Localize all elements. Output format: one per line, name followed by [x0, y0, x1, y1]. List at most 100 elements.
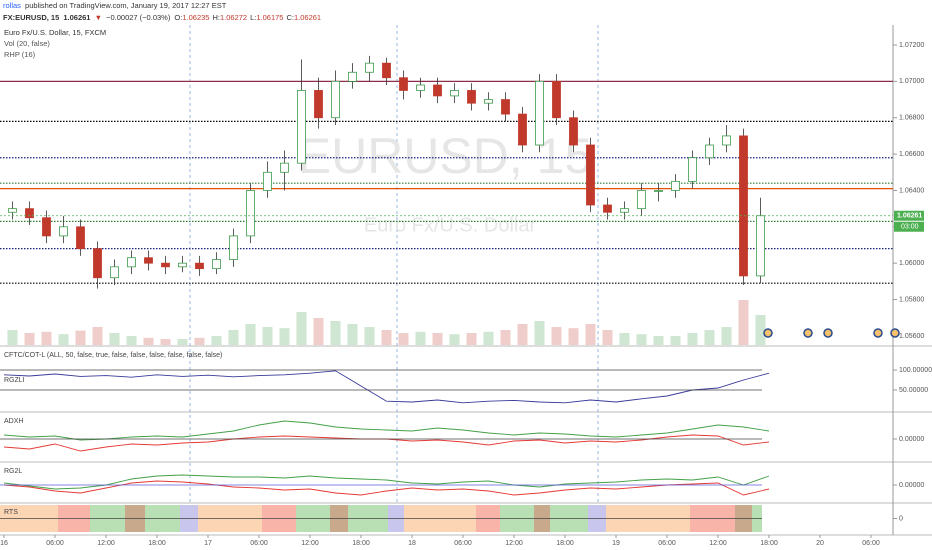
x-tick-label: 12:00 [505, 540, 523, 547]
candle-body [501, 99, 510, 115]
volume-bar [194, 337, 205, 345]
candle-body [280, 162, 289, 173]
volume-bar [7, 330, 18, 345]
panel-title: CFTC/COT-L (ALL, 50, false, true, false,… [4, 352, 222, 359]
volume-bar [228, 330, 239, 345]
volume-bar [500, 330, 511, 345]
candle-body [756, 215, 765, 277]
ohlc: O:1.06235 H:1.06272 L:1.06175 C:1.06261 [174, 13, 324, 22]
last-price-label: 1.06261 [897, 213, 922, 220]
x-tick-label: 12:00 [301, 540, 319, 547]
volume-bar [109, 333, 120, 345]
volume-bar [755, 315, 766, 345]
candle-body [127, 257, 136, 268]
volume-bar [585, 324, 596, 345]
indicator-line [3, 434, 770, 452]
volume-bar [313, 318, 324, 345]
chart-title: Euro Fx/U.S. Dollar, 15, FXCM [4, 28, 106, 37]
volume-bar [177, 339, 188, 345]
event-icon [763, 328, 773, 338]
panel-title: RTS [4, 509, 18, 516]
indicator-line [3, 420, 770, 441]
volume-bar [636, 334, 647, 345]
volume-bar [381, 330, 392, 345]
volume-bar [279, 328, 290, 345]
candle-body [552, 80, 561, 119]
y-tick-label: 100.00000 [899, 367, 932, 374]
x-tick-label: 18:00 [148, 540, 166, 547]
x-tick-label: 12:00 [97, 540, 115, 547]
y-tick-label: 1.05600 [899, 333, 924, 340]
candle-body [654, 190, 663, 192]
volume-bar [160, 339, 171, 345]
x-tick-label: 06:00 [454, 540, 472, 547]
y-tick-label: 1.06600 [899, 151, 924, 158]
event-icon [890, 328, 900, 338]
candle-body [603, 204, 612, 213]
volume-bar [653, 336, 664, 345]
candle-body [450, 90, 459, 97]
volume-bar [58, 334, 69, 345]
volume-bar [738, 300, 749, 345]
panel-title: ADXH [4, 418, 23, 425]
candle-body [8, 208, 17, 213]
volume-bar [143, 337, 154, 345]
candle-body [365, 62, 374, 73]
last-price-box [894, 210, 924, 221]
x-tick-label: 18:00 [556, 540, 574, 547]
candle-body [178, 262, 187, 268]
symbol: FX:EURUSD, 15 [3, 13, 60, 22]
ohlc-label: O: [174, 13, 183, 22]
volume-bar [126, 336, 137, 345]
y-tick-label: 1.07200 [899, 42, 924, 49]
y-tick-label: 1.05800 [899, 296, 924, 303]
ohlc-label: H: [212, 13, 220, 22]
candle-body [518, 113, 527, 146]
volume-bar [687, 333, 698, 345]
y-tick-label: 1.07000 [899, 78, 924, 85]
candle-body [93, 248, 102, 279]
candle-body [535, 80, 544, 146]
ohlc-label: C: [286, 13, 294, 22]
x-tick-label: 12:00 [709, 540, 727, 547]
candle-body [620, 208, 629, 213]
candle-body [671, 180, 680, 191]
change: −0.00027 (−0.03%) [106, 13, 171, 22]
volume-bar [262, 327, 273, 345]
volume-bar [92, 327, 103, 345]
candle-body [739, 135, 748, 277]
panel-title: RG2L [4, 468, 22, 475]
volume-bar [296, 312, 307, 345]
ohlc-value: 1.06235 [182, 13, 210, 22]
watermark-subtitle: Euro Fx/U.S. Dollar [364, 214, 537, 236]
author[interactable]: rollas [3, 1, 21, 10]
volume-bar [670, 336, 681, 345]
panel-subtitle: RGZLI [4, 377, 25, 384]
candle-body [314, 90, 323, 119]
candle-body [110, 266, 119, 279]
y-tick-label: 0 [899, 515, 903, 522]
y-tick-label: 0.00000 [899, 436, 924, 443]
candle-body [25, 208, 34, 219]
candle-body [59, 226, 68, 237]
x-tick-label: 17 [204, 540, 212, 547]
indicator-line [3, 370, 770, 404]
volume-bar [449, 334, 460, 345]
ohlc-label: L: [250, 13, 257, 22]
candle-body [42, 217, 51, 237]
candle-body [195, 262, 204, 270]
candle-body [263, 171, 272, 191]
y-tick-label: 50.00000 [899, 387, 928, 394]
candle-body [161, 262, 170, 268]
candle-body [229, 235, 238, 260]
volume-bar [517, 324, 528, 345]
y-tick-label: 1.06400 [899, 187, 924, 194]
ohlc-value: 1.06175 [256, 13, 284, 22]
indicator-line [3, 474, 770, 490]
x-tick-label: 06:00 [46, 540, 64, 547]
event-icon [803, 328, 813, 338]
volume-bar [347, 324, 358, 345]
candle-body [484, 99, 493, 104]
indicator-label: RHP (16) [4, 50, 36, 59]
